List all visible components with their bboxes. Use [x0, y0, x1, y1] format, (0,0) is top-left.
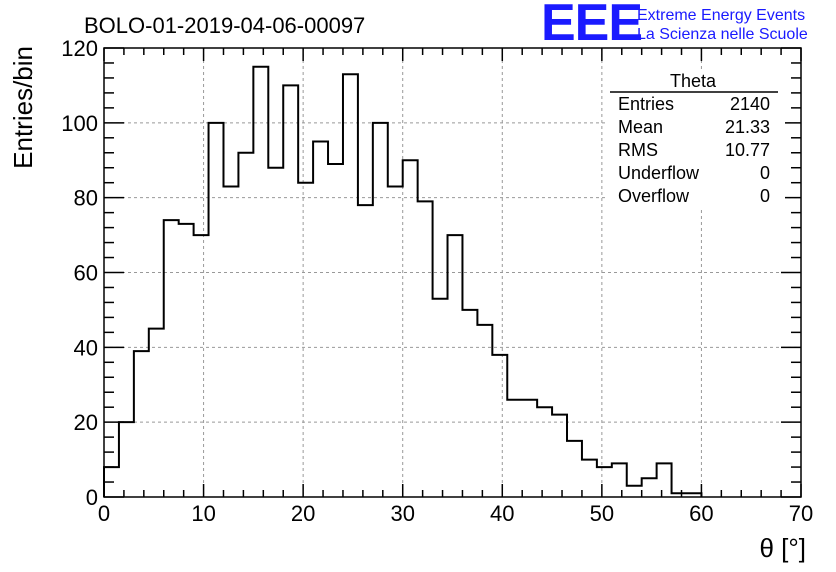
stats-row-label: Underflow — [618, 163, 700, 183]
y-axis-title: Entries/bin — [8, 46, 38, 169]
stats-row-label: Overflow — [618, 186, 690, 206]
x-tick-label: 60 — [689, 501, 713, 526]
stats-row-label: RMS — [618, 140, 658, 160]
y-tick-label: 100 — [61, 111, 98, 136]
eee-logo: EEE Extreme Energy Events La Scienza nel… — [541, 0, 808, 52]
stats-row-value: 2140 — [730, 94, 770, 114]
stats-row-label: Entries — [618, 94, 674, 114]
chart-title: BOLO-01-2019-04-06-00097 — [84, 13, 365, 38]
stats-row-value: 0 — [760, 163, 770, 183]
y-tick-label: 0 — [86, 485, 98, 510]
stats-row-value: 10.77 — [725, 140, 770, 160]
x-tick-label: 20 — [291, 501, 315, 526]
stats-box: Theta Entries 2140 Mean 21.33 RMS 10.77 Underf… — [605, 70, 785, 208]
x-tick-label: 40 — [490, 501, 514, 526]
stats-row-value: 0 — [760, 186, 770, 206]
x-tick-label: 70 — [789, 501, 813, 526]
x-tick-label: 0 — [98, 501, 110, 526]
logo-mark: EEE — [541, 0, 642, 52]
logo-line-1: Extreme Energy Events — [637, 7, 805, 24]
stats-box-title: Theta — [670, 71, 717, 91]
y-tick-labels: 0 20 40 60 80 100 120 — [61, 36, 98, 510]
axis-ticks — [103, 47, 802, 498]
logo-line-2: La Scienza nelle Scuole — [637, 26, 808, 43]
stats-row-label: Mean — [618, 117, 663, 137]
x-tick-label: 50 — [590, 501, 614, 526]
y-tick-label: 40 — [74, 335, 98, 360]
y-tick-label: 20 — [74, 410, 98, 435]
x-axis-title: θ [°] — [759, 533, 806, 563]
histogram-outline — [103, 65, 703, 497]
y-tick-label: 80 — [74, 186, 98, 211]
stats-row-value: 21.33 — [725, 117, 770, 137]
y-tick-label: 60 — [74, 261, 98, 286]
y-tick-label: 120 — [61, 36, 98, 61]
stats-rows: Entries 2140 Mean 21.33 RMS 10.77 Underflow 0 Ov… — [618, 94, 770, 206]
x-tick-label: 10 — [191, 501, 215, 526]
stats-box-bg — [605, 70, 785, 208]
x-tick-labels: 0 10 20 30 40 50 60 70 — [98, 501, 813, 526]
x-tick-label: 30 — [390, 501, 414, 526]
